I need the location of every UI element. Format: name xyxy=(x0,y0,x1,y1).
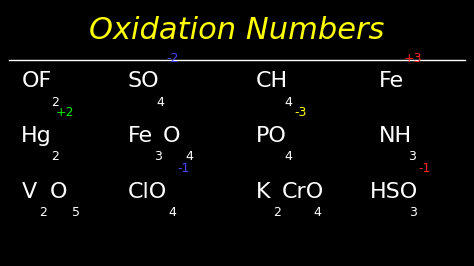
Text: V: V xyxy=(21,181,36,202)
Text: 5: 5 xyxy=(72,206,80,219)
Text: 2: 2 xyxy=(51,150,59,163)
Text: -2: -2 xyxy=(167,52,179,65)
Text: OF: OF xyxy=(21,71,52,91)
Text: HSO: HSO xyxy=(370,181,418,202)
Text: K: K xyxy=(256,181,271,202)
Text: Hg: Hg xyxy=(21,126,52,146)
Text: PO: PO xyxy=(256,126,287,146)
Text: 4: 4 xyxy=(314,206,322,219)
Text: 4: 4 xyxy=(169,206,177,219)
Text: 2: 2 xyxy=(273,206,282,219)
Text: Fe: Fe xyxy=(128,126,153,146)
Text: 3: 3 xyxy=(409,206,417,219)
Text: 4: 4 xyxy=(284,150,292,163)
Text: CrO: CrO xyxy=(282,181,324,202)
Text: ClO: ClO xyxy=(128,181,167,202)
Text: -3: -3 xyxy=(295,106,307,119)
Text: O: O xyxy=(163,126,181,146)
Text: -1: -1 xyxy=(418,162,430,175)
Text: 2: 2 xyxy=(51,96,59,109)
Text: Oxidation Numbers: Oxidation Numbers xyxy=(89,16,385,45)
Text: NH: NH xyxy=(379,126,412,146)
Text: 3: 3 xyxy=(408,150,416,163)
Text: 3: 3 xyxy=(155,150,163,163)
Text: 2: 2 xyxy=(39,206,47,219)
Text: SO: SO xyxy=(128,71,160,91)
Text: +3: +3 xyxy=(404,52,422,65)
Text: 4: 4 xyxy=(156,96,164,109)
Text: CH: CH xyxy=(256,71,288,91)
Text: 4: 4 xyxy=(186,150,194,163)
Text: Fe: Fe xyxy=(379,71,404,91)
Text: O: O xyxy=(49,181,67,202)
Text: +2: +2 xyxy=(56,106,74,119)
Text: 4: 4 xyxy=(284,96,292,109)
Text: -1: -1 xyxy=(178,162,190,175)
